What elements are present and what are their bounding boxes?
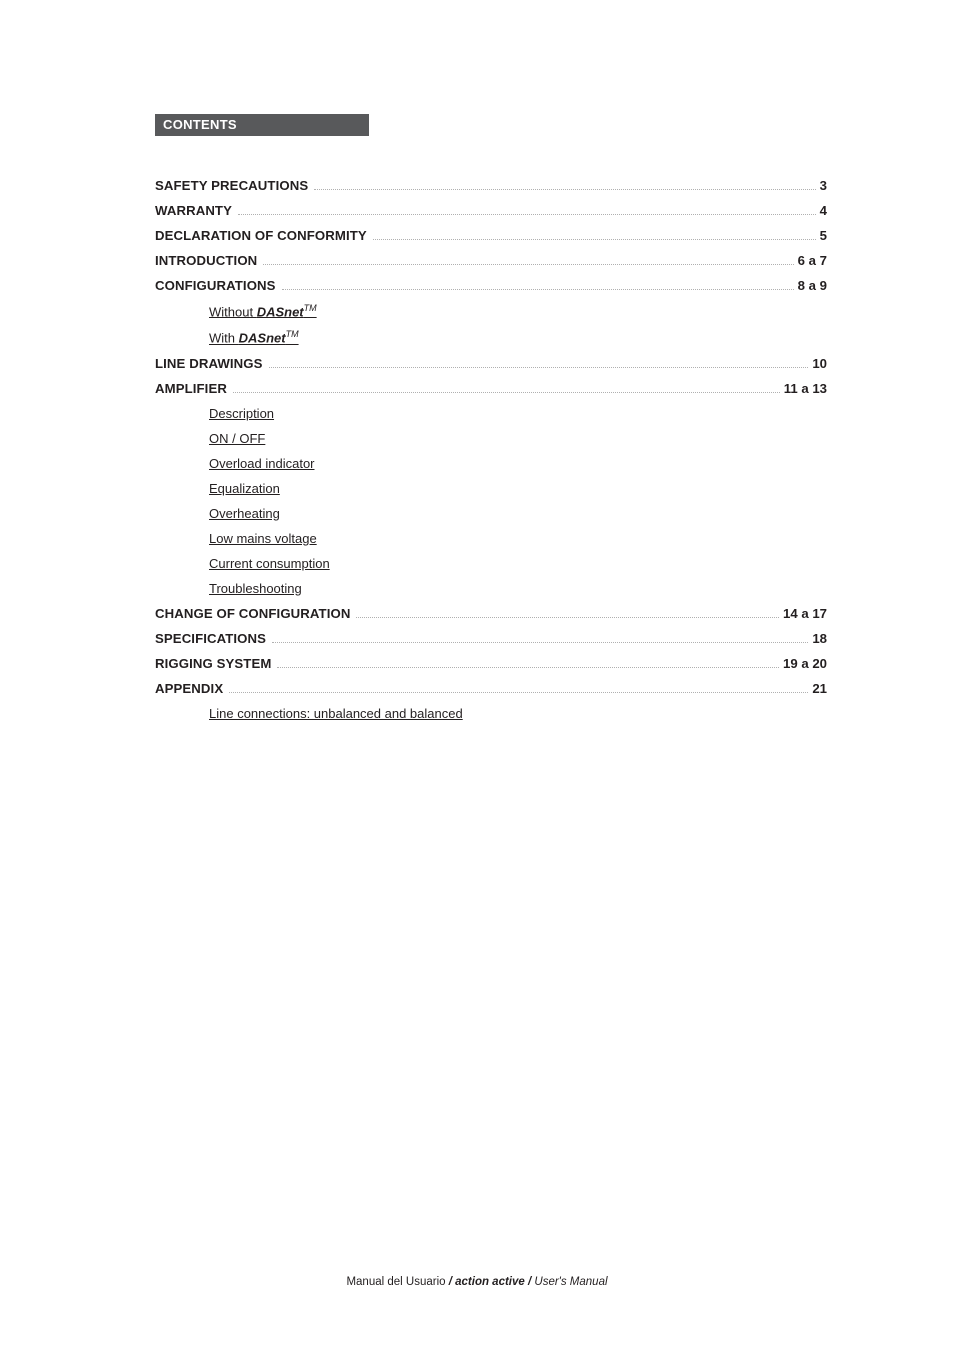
toc-page: 3 (820, 178, 827, 193)
table-of-contents: SAFETY PRECAUTIONS 3 WARRANTY 4 DECLARATION … (155, 178, 827, 721)
toc-row: CONFIGURATIONS 8 a 9 (155, 278, 827, 293)
toc-dots (269, 366, 809, 368)
toc-dots (229, 691, 808, 693)
toc-page: 5 (820, 228, 827, 243)
toc-page: 18 (812, 631, 827, 646)
toc-row: CHANGE OF CONFIGURATION 14 a 17 (155, 606, 827, 621)
toc-dots (272, 641, 808, 643)
toc-title: CONFIGURATIONS (155, 278, 276, 293)
toc-page: 11 a 13 (784, 381, 827, 396)
toc-title: RIGGING SYSTEM (155, 656, 271, 671)
toc-title: SAFETY PRECAUTIONS (155, 178, 308, 193)
toc-title: WARRANTY (155, 203, 232, 218)
toc-page: 19 a 20 (783, 656, 827, 671)
footer-part1: Manual del Usuario (346, 1276, 448, 1288)
toc-title: SPECIFICATIONS (155, 631, 266, 646)
toc-dots (233, 391, 780, 393)
toc-page: 21 (812, 681, 827, 696)
toc-sub-item: Overheating (209, 506, 827, 521)
footer-text: Manual del Usuario / action active / Use… (0, 1276, 954, 1288)
toc-row: SPECIFICATIONS 18 (155, 631, 827, 646)
toc-row: WARRANTY 4 (155, 203, 827, 218)
toc-row: APPENDIX 21 (155, 681, 827, 696)
toc-dots (282, 288, 794, 290)
toc-dots (277, 666, 779, 668)
footer-sep2: / (525, 1276, 535, 1288)
toc-page: 4 (820, 203, 827, 218)
toc-sub-item: Overload indicator (209, 456, 827, 471)
toc-title: DECLARATION OF CONFORMITY (155, 228, 367, 243)
toc-dots (356, 616, 779, 618)
toc-sub-item: Low mains voltage (209, 531, 827, 546)
toc-sub-item: Without DASnetTM (209, 303, 827, 319)
toc-title: APPENDIX (155, 681, 223, 696)
toc-sub-item: Equalization (209, 481, 827, 496)
toc-sub-italic: DASnet (257, 304, 304, 319)
toc-sub-item: Current consumption (209, 556, 827, 571)
toc-dots (314, 188, 815, 190)
toc-page: 6 a 7 (798, 253, 827, 268)
toc-row: SAFETY PRECAUTIONS 3 (155, 178, 827, 193)
toc-row: INTRODUCTION 6 a 7 (155, 253, 827, 268)
toc-sub-prefix: With (209, 331, 239, 346)
page: CONTENTS SAFETY PRECAUTIONS 3 WARRANTY 4 DEC… (0, 0, 954, 1350)
toc-page: 10 (812, 356, 827, 371)
contents-header: CONTENTS (155, 114, 369, 136)
toc-title: AMPLIFIER (155, 381, 227, 396)
footer-product: action active (455, 1276, 525, 1288)
toc-dots (373, 238, 816, 240)
trademark-icon: TM (286, 329, 299, 339)
toc-title: INTRODUCTION (155, 253, 257, 268)
toc-sub-item: With DASnetTM (209, 329, 827, 345)
trademark-icon: TM (304, 303, 317, 313)
toc-sub-item: Troubleshooting (209, 581, 827, 596)
toc-page: 14 a 17 (783, 606, 827, 621)
footer-part3: User's Manual (534, 1276, 607, 1288)
toc-row: RIGGING SYSTEM 19 a 20 (155, 656, 827, 671)
toc-row: LINE DRAWINGS 10 (155, 356, 827, 371)
toc-dots (263, 263, 793, 265)
toc-row: DECLARATION OF CONFORMITY 5 (155, 228, 827, 243)
toc-page: 8 a 9 (798, 278, 827, 293)
toc-sub-item: Description (209, 406, 827, 421)
toc-title: LINE DRAWINGS (155, 356, 263, 371)
toc-sub-prefix: Without (209, 304, 257, 319)
toc-sub-italic: DASnet (239, 331, 286, 346)
toc-title: CHANGE OF CONFIGURATION (155, 606, 350, 621)
toc-sub-item: Line connections: unbalanced and balance… (209, 706, 827, 721)
toc-sub-item: ON / OFF (209, 431, 827, 446)
toc-dots (238, 213, 816, 215)
toc-row: AMPLIFIER 11 a 13 (155, 381, 827, 396)
